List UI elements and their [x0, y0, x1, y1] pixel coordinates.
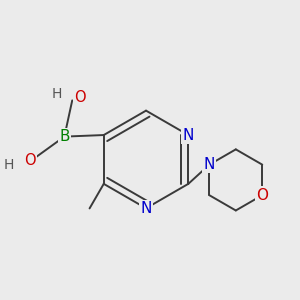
Text: O: O: [256, 188, 268, 203]
Text: B: B: [59, 129, 70, 144]
Text: N: N: [140, 201, 152, 216]
Text: O: O: [74, 90, 86, 105]
Text: H: H: [4, 158, 14, 172]
Text: O: O: [25, 153, 36, 168]
Text: N: N: [183, 128, 194, 142]
Text: H: H: [51, 87, 62, 101]
Text: N: N: [204, 157, 215, 172]
